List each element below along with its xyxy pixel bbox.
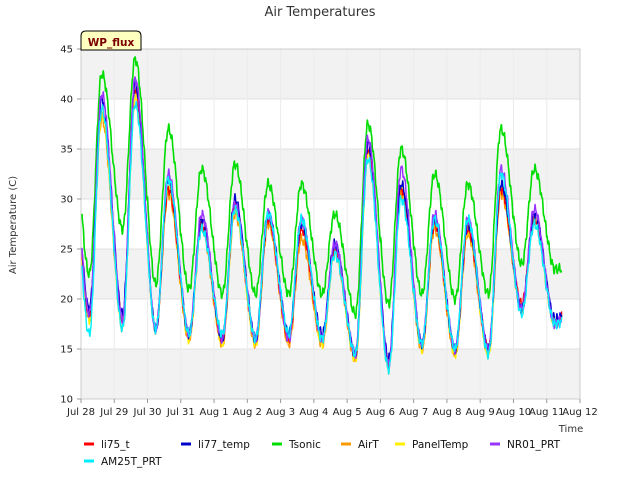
- legend-label: NR01_PRT: [507, 439, 561, 451]
- legend-label: AM25T_PRT: [101, 456, 162, 468]
- x-tick-label: Aug 12: [562, 407, 597, 418]
- plot-frame: [80, 48, 581, 400]
- series-line-am25t-prt: [81, 100, 563, 375]
- y-tick-label: 35: [60, 145, 73, 156]
- series-lines: [81, 56, 563, 375]
- x-tick-label: Jul 28: [66, 407, 95, 418]
- legend-label: PanelTemp: [412, 439, 469, 451]
- y-tick-label: 30: [60, 195, 73, 206]
- series-line-tsonic: [81, 56, 563, 320]
- x-tick-label: Aug 1: [200, 407, 229, 418]
- x-tick-label: Aug 9: [466, 407, 495, 418]
- band: [81, 49, 580, 99]
- x-tick-label: Aug 7: [399, 407, 428, 418]
- x-tick-label: Jul 29: [99, 407, 128, 418]
- badge-label: WP_flux: [88, 37, 135, 49]
- y-tick-label: 45: [60, 45, 73, 56]
- x-tick-label: Aug 8: [432, 407, 461, 418]
- y-tick-label: 40: [60, 95, 73, 106]
- x-tick-label: Jul 30: [133, 407, 162, 418]
- band: [81, 349, 580, 399]
- grid-lines: [80, 48, 581, 400]
- badge-background: [80, 30, 142, 51]
- background-bands: [81, 49, 580, 399]
- x-tick-label: Aug 2: [233, 407, 262, 418]
- legend: li75_t li77_temp Tsonic AirT PanelTemp NR01_P…: [84, 439, 561, 468]
- x-tick-label: Aug 10: [496, 407, 531, 418]
- y-tick-label: 15: [60, 345, 73, 356]
- legend-label: li75_t: [101, 439, 130, 451]
- x-tick-label: Aug 4: [299, 407, 328, 418]
- x-axis-title: Time: [558, 424, 583, 435]
- legend-label: Tsonic: [288, 439, 321, 451]
- x-tick-label: Aug 6: [366, 407, 395, 418]
- y-tick-label: 25: [60, 245, 73, 256]
- y-axis-ticks: 10 15 20 25 30 35 40 45: [60, 45, 81, 406]
- x-tick-label: Aug 11: [529, 407, 564, 418]
- x-tick-label: Aug 5: [333, 407, 362, 418]
- wp-flux-badge: WP_flux: [80, 30, 142, 51]
- y-axis-title: Air Temperature (C): [8, 176, 19, 274]
- x-axis-ticks: Jul 28 Jul 29 Jul 30 Jul 31 Aug 1 Aug 2 Aug 3 A…: [66, 399, 598, 418]
- x-tick-label: Aug 3: [266, 407, 295, 418]
- y-tick-label: 10: [60, 395, 73, 406]
- y-tick-label: 20: [60, 295, 73, 306]
- x-tick-label: Jul 31: [166, 407, 195, 418]
- legend-label: li77_temp: [198, 439, 250, 451]
- legend-label: AirT: [358, 439, 379, 451]
- chart-title: Air Temperatures: [264, 5, 375, 20]
